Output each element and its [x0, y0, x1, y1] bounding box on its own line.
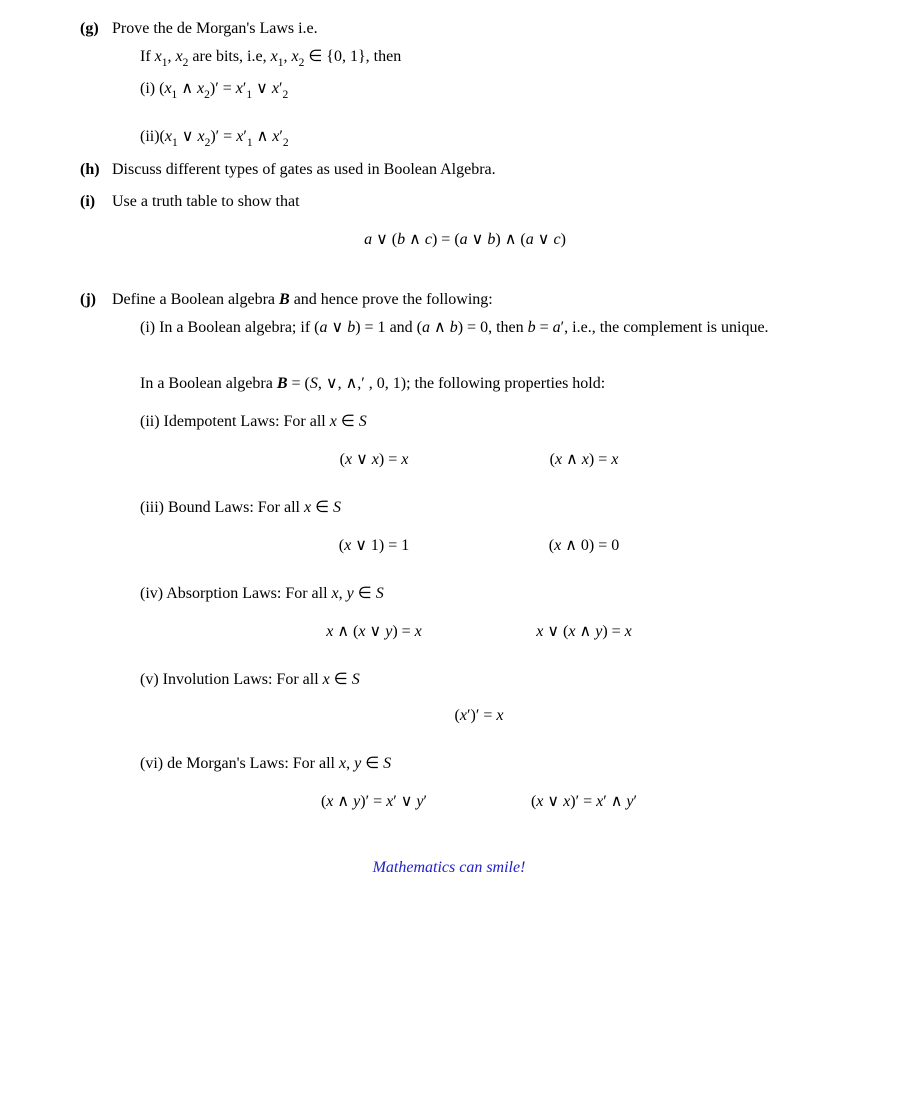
item-j-iv: (iv) Absorption Laws: For all x, y ∈ S — [140, 583, 818, 603]
item-h-label: (h) — [80, 161, 112, 179]
item-g: (g) Prove the de Morgan's Laws i.e. If x… — [80, 20, 818, 157]
item-j-ii-eq: (x ∨ x) = x (x ∧ x) = x — [140, 449, 818, 469]
item-i-body: Use a truth table to show that a ∨ (b ∧ … — [112, 193, 818, 277]
item-j-iii: (iii) Bound Laws: For all x ∈ S — [140, 497, 818, 517]
item-j-v: (v) Involution Laws: For all x ∈ S — [140, 669, 818, 689]
item-g-label: (g) — [80, 20, 112, 157]
item-j-body: Define a Boolean algebra B and hence pro… — [112, 291, 818, 839]
item-i-label: (i) — [80, 193, 112, 277]
item-j-intro: Define a Boolean algebra B and hence pro… — [112, 291, 818, 309]
item-g-body: Prove the de Morgan's Laws i.e. If x1, x… — [112, 20, 818, 157]
item-j-i: (i) In a Boolean algebra; if (a ∨ b) = 1… — [140, 317, 818, 337]
item-i-eq: a ∨ (b ∧ c) = (a ∨ b) ∧ (a ∨ c) — [112, 229, 818, 249]
item-j-sub: (i) In a Boolean algebra; if (a ∨ b) = 1… — [140, 317, 818, 811]
item-j-v-eq: (x′)′ = x — [140, 707, 818, 725]
item-i-text: Use a truth table to show that — [112, 193, 818, 211]
item-j-label: (j) — [80, 291, 112, 839]
item-h-text: Discuss different types of gates as used… — [112, 161, 818, 179]
item-j-ii: (ii) Idempotent Laws: For all x ∈ S — [140, 411, 818, 431]
item-g-sub: If x1, x2 are bits, i.e, x1, x2 ∈ {0, 1}… — [140, 46, 818, 149]
item-h: (h) Discuss different types of gates as … — [80, 161, 818, 179]
item-j-iii-eq: (x ∨ 1) = 1 (x ∧ 0) = 0 — [140, 535, 818, 555]
item-g-ii: (ii)(x1 ∨ x2)′ = x′1 ∧ x′2 — [140, 126, 818, 148]
item-g-intro2: If x1, x2 are bits, i.e, x1, x2 ∈ {0, 1}… — [140, 46, 818, 68]
item-j-vi: (vi) de Morgan's Laws: For all x, y ∈ S — [140, 753, 818, 773]
item-j-vi-eq: (x ∧ y)′ = x′ ∨ y′ (x ∨ x)′ = x′ ∧ y′ — [140, 791, 818, 811]
item-i: (i) Use a truth table to show that a ∨ (… — [80, 193, 818, 277]
footer-text: Mathematics can smile! — [80, 859, 818, 877]
item-j-alg: In a Boolean algebra B = (S, ∨, ∧,′ , 0,… — [140, 373, 818, 393]
item-j: (j) Define a Boolean algebra B and hence… — [80, 291, 818, 839]
item-j-iv-eq: x ∧ (x ∨ y) = x x ∨ (x ∧ y) = x — [140, 621, 818, 641]
item-g-i: (i) (x1 ∧ x2)′ = x′1 ∨ x′2 — [140, 78, 818, 100]
item-g-intro1: Prove the de Morgan's Laws i.e. — [112, 20, 818, 38]
